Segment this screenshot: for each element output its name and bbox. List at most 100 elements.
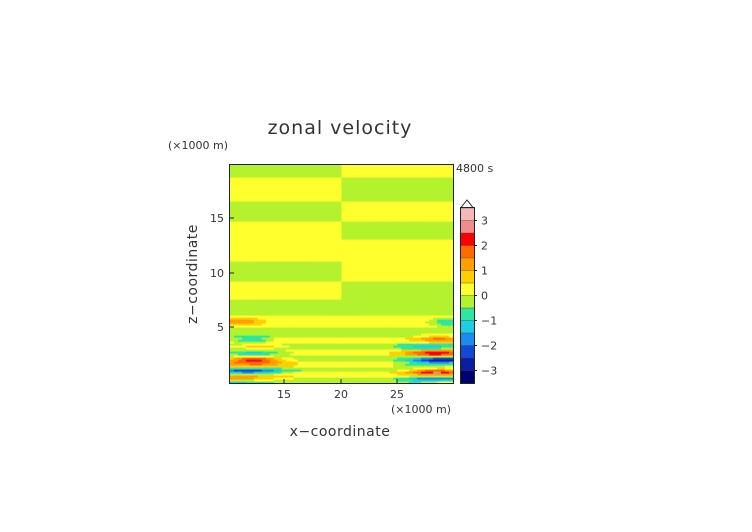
contour-cell	[273, 269, 279, 272]
contour-cell	[353, 241, 359, 244]
contour-cell	[397, 309, 402, 312]
contour-cell	[285, 195, 291, 198]
contour-cell	[405, 181, 410, 184]
contour-cell	[241, 369, 247, 372]
contour-cell	[269, 255, 275, 258]
contour-cell	[297, 253, 303, 256]
contour-cell	[273, 221, 279, 224]
contour-cell	[281, 365, 287, 368]
contour-cell	[237, 259, 243, 262]
contour-cell	[377, 253, 382, 256]
contour-cell	[269, 223, 275, 226]
contour-cell	[285, 321, 291, 324]
contour-cell	[233, 253, 239, 256]
contour-cell	[273, 171, 279, 174]
contour-cell	[241, 343, 247, 346]
contour-cell	[361, 257, 366, 260]
contour-cell	[369, 305, 374, 308]
contour-cell	[349, 301, 355, 304]
contour-cell	[353, 181, 359, 184]
contour-cell	[389, 247, 394, 250]
contour-cell	[373, 331, 378, 334]
contour-cell	[281, 375, 287, 378]
contour-cell	[230, 185, 235, 188]
contour-cell	[233, 363, 239, 366]
contour-cell	[305, 265, 311, 268]
contour-cell	[325, 245, 331, 248]
contour-cell	[273, 199, 279, 202]
contour-cell	[325, 357, 331, 360]
contour-cell	[409, 345, 414, 348]
contour-cell	[385, 327, 390, 330]
contour-cell	[341, 197, 347, 200]
contour-cell	[289, 313, 295, 316]
contour-cell	[365, 199, 370, 202]
contour-cell	[369, 335, 374, 338]
contour-cell	[361, 233, 366, 236]
contour-cell	[397, 359, 402, 362]
contour-cell	[261, 223, 267, 226]
contour-cell	[257, 317, 263, 320]
contour-cell	[253, 333, 259, 336]
contour-cell	[230, 299, 235, 302]
contour-cell	[285, 291, 291, 294]
contour-cell	[281, 363, 287, 366]
contour-cell	[345, 343, 351, 346]
contour-cell	[297, 329, 303, 332]
contour-cell	[230, 287, 235, 290]
contour-cell	[285, 199, 291, 202]
contour-cell	[257, 309, 263, 312]
contour-cell	[345, 365, 351, 368]
contour-cell	[353, 223, 359, 226]
contour-cell	[245, 375, 251, 378]
contour-cell	[389, 291, 394, 294]
contour-cell	[317, 179, 323, 182]
contour-cell	[281, 319, 287, 322]
contour-cell	[317, 345, 323, 348]
contour-cell	[341, 187, 347, 190]
contour-cell	[329, 261, 335, 264]
contour-cell	[373, 275, 378, 278]
contour-cell	[377, 273, 382, 276]
contour-cell	[401, 343, 406, 346]
contour-cell	[365, 323, 370, 326]
contour-cell	[377, 189, 382, 192]
contour-cell	[341, 319, 347, 322]
contour-cell	[241, 193, 247, 196]
contour-cell	[273, 263, 279, 266]
contour-cell	[393, 363, 398, 366]
contour-cell	[329, 177, 335, 180]
contour-cell	[293, 295, 299, 298]
contour-cell	[297, 345, 303, 348]
contour-cell	[373, 337, 378, 340]
contour-cell	[273, 227, 279, 230]
contour-cell	[317, 269, 323, 272]
contour-cell	[373, 255, 378, 258]
contour-cell	[317, 167, 323, 170]
contour-cell	[389, 195, 394, 198]
contour-cell	[405, 333, 410, 336]
contour-cell	[253, 265, 259, 268]
contour-cell	[353, 179, 359, 182]
contour-cell	[341, 263, 347, 266]
contour-cell	[245, 379, 251, 382]
contour-cell	[385, 347, 390, 350]
contour-cell	[253, 359, 259, 362]
contour-cell	[281, 219, 287, 222]
contour-cell	[293, 343, 299, 346]
contour-cell	[317, 193, 323, 196]
contour-cell	[333, 377, 339, 380]
contour-cell	[341, 231, 347, 234]
contour-cell	[289, 245, 295, 248]
contour-cell	[241, 271, 247, 274]
contour-cell	[253, 229, 259, 232]
contour-cell	[409, 361, 414, 364]
contour-cell	[297, 273, 303, 276]
contour-cell	[237, 167, 243, 170]
contour-cell	[233, 287, 239, 290]
contour-cell	[401, 265, 406, 268]
contour-cell	[345, 317, 351, 320]
contour-cell	[241, 307, 247, 310]
contour-cell	[409, 299, 414, 302]
contour-cell	[361, 299, 366, 302]
